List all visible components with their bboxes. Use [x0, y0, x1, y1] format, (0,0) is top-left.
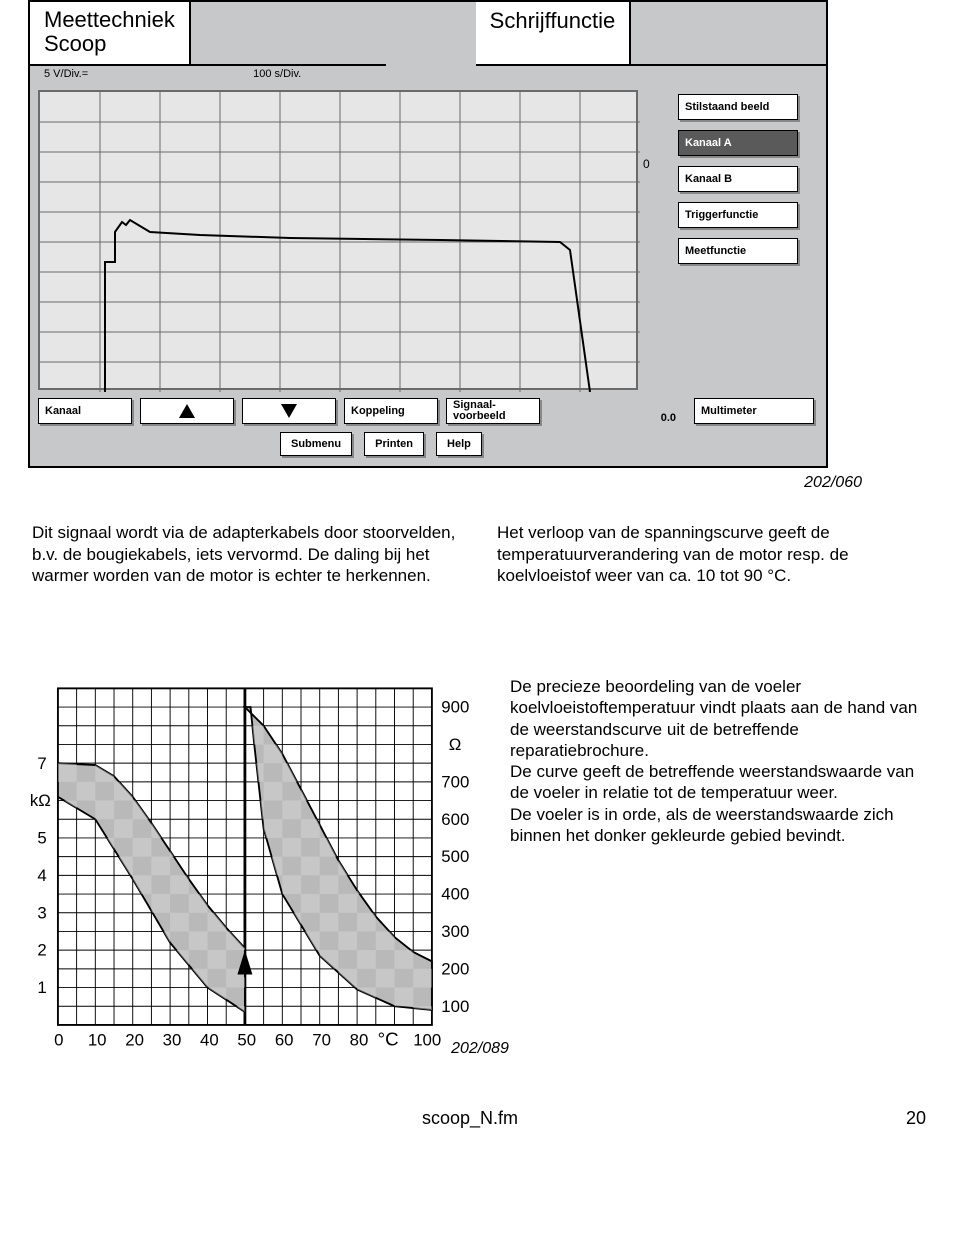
btn-help[interactable]: Help: [436, 432, 482, 456]
svg-text:400: 400: [441, 885, 469, 904]
resistance-chart: 7 kΩ 5 4 3 2 1 900 Ω 700 600 500 400 300: [28, 676, 488, 1016]
desc-left: Dit signaal wordt via de adapterkabels d…: [32, 522, 457, 586]
svg-text:kΩ: kΩ: [30, 791, 51, 810]
svg-text:100: 100: [413, 1031, 441, 1050]
svg-text:50: 50: [237, 1031, 256, 1050]
svg-text:4: 4: [37, 866, 46, 885]
svg-text:0: 0: [54, 1031, 63, 1050]
y-scale-label: 5 V/Div.=: [44, 68, 88, 80]
function-tab: Schrijffunctie: [476, 2, 632, 66]
svg-text:°C: °C: [378, 1029, 399, 1050]
triangle-down-icon: [281, 404, 297, 418]
svg-text:1: 1: [37, 978, 46, 997]
btn-down[interactable]: [242, 398, 336, 424]
main-title-line1: Meettechniek: [44, 8, 175, 32]
figure-ref-1: 202/060: [28, 474, 862, 492]
btn-koppeling[interactable]: Koppeling: [344, 398, 438, 424]
svg-text:40: 40: [200, 1031, 219, 1050]
main-title-line2: Scoop: [44, 32, 175, 56]
svg-text:300: 300: [441, 922, 469, 941]
btn-kanaal-a[interactable]: Kanaal A: [678, 130, 798, 156]
svg-text:30: 30: [163, 1031, 182, 1050]
triangle-up-icon: [179, 404, 195, 418]
svg-text:60: 60: [275, 1031, 294, 1050]
svg-text:20: 20: [125, 1031, 144, 1050]
btn-signaalvoorbeeld[interactable]: Signaal- voorbeeld: [446, 398, 540, 424]
svg-text:600: 600: [441, 810, 469, 829]
resistance-explanation: De precieze beoordeling van de voeler ko…: [488, 676, 932, 1016]
svg-text:900: 900: [441, 698, 469, 717]
desc-right: Het verloop van de spanningscurve geeft …: [497, 522, 922, 586]
btn-printen[interactable]: Printen: [364, 432, 424, 456]
svg-text:7: 7: [37, 754, 46, 773]
svg-text:80: 80: [350, 1031, 369, 1050]
waveform: [105, 220, 590, 392]
svg-text:2: 2: [37, 941, 46, 960]
btn-kanaal-b[interactable]: Kanaal B: [678, 166, 798, 192]
svg-text:10: 10: [88, 1031, 107, 1050]
svg-text:Ω: Ω: [449, 735, 462, 754]
btn-submenu[interactable]: Submenu: [280, 432, 352, 456]
x-axis: 0 10 20 30 40 50 60 70 80 °C 100: [54, 1029, 441, 1050]
btn-meetfunctie[interactable]: Meetfunctie: [678, 238, 798, 264]
oscilloscope-plot: [38, 90, 638, 390]
left-axis: 7 kΩ 5 4 3 2 1: [30, 754, 51, 997]
footer-page: 20: [906, 1108, 926, 1129]
btn-kanaal[interactable]: Kanaal: [38, 398, 132, 424]
btn-up[interactable]: [140, 398, 234, 424]
svg-text:700: 700: [441, 773, 469, 792]
btn-multimeter[interactable]: Multimeter: [694, 398, 814, 424]
svg-text:70: 70: [312, 1031, 331, 1050]
multimeter-value: 0.0: [661, 412, 676, 424]
main-tab: Meettechniek Scoop: [30, 2, 191, 66]
oscilloscope-panel: Meettechniek Scoop Schrijffunctie 5 V/Di…: [28, 0, 828, 468]
svg-text:100: 100: [441, 997, 469, 1016]
svg-text:5: 5: [37, 829, 46, 848]
x-scale-label: 100 s/Div.: [253, 68, 301, 80]
footer-filename: scoop_N.fm: [422, 1108, 518, 1129]
svg-text:200: 200: [441, 960, 469, 979]
btn-triggerfunctie[interactable]: Triggerfunctie: [678, 202, 798, 228]
btn-stilstaand-beeld[interactable]: Stilstaand beeld: [678, 94, 798, 120]
svg-text:3: 3: [37, 903, 46, 922]
description-columns: Dit signaal wordt via de adapterkabels d…: [32, 522, 922, 586]
svg-text:500: 500: [441, 847, 469, 866]
right-axis: 900 Ω 700 600 500 400 300 200 100: [441, 698, 469, 1016]
